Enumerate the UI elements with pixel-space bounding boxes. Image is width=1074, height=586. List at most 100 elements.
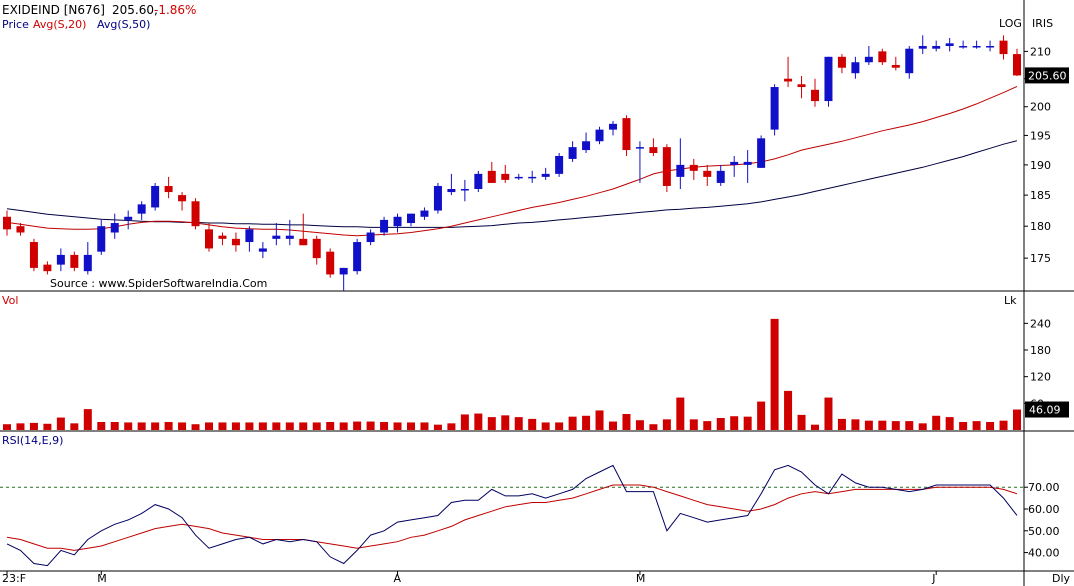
volume-bar <box>595 410 604 430</box>
axis-labels-layer: 175180185190195200205210205.606012018024… <box>2 45 1069 585</box>
candle <box>905 46 914 79</box>
avg50-layer <box>6 140 1018 228</box>
time-tick-label: M <box>636 572 646 585</box>
volume-bar <box>918 423 927 430</box>
candle-body <box>784 78 793 82</box>
candle-body <box>555 155 564 174</box>
price-tick-label: 175 <box>1030 252 1051 265</box>
candle-body <box>137 204 146 214</box>
candle <box>339 267 348 291</box>
candle-body <box>864 56 873 63</box>
candle-body <box>918 46 927 49</box>
volume-bar <box>622 414 631 430</box>
price-tick-label: 190 <box>1030 159 1051 172</box>
candle-body <box>245 229 254 243</box>
candle <box>959 40 968 49</box>
volume-bar <box>339 422 348 430</box>
candle-body <box>393 216 402 227</box>
volume-tick-label: 240 <box>1030 317 1051 330</box>
candle <box>29 238 38 272</box>
volume-bar <box>568 416 577 430</box>
volume-bar <box>474 413 483 430</box>
candle-body <box>312 238 321 259</box>
volume-bar <box>433 424 442 430</box>
candle-body <box>878 51 887 63</box>
candle <box>945 37 954 52</box>
candle-body <box>124 216 133 220</box>
candle-body <box>43 264 52 272</box>
candle-body <box>999 40 1008 55</box>
candle <box>70 251 79 272</box>
candle <box>891 56 900 71</box>
volume-bar <box>231 422 240 430</box>
candle <box>285 219 294 246</box>
candle-body <box>285 235 294 239</box>
volume-bar <box>70 423 79 430</box>
candle-body <box>487 170 496 183</box>
candle <box>474 170 483 193</box>
candle-body <box>110 223 119 233</box>
candle <box>460 179 469 202</box>
candle-body <box>757 138 766 168</box>
candle <box>97 219 106 255</box>
volume-bar <box>353 421 362 430</box>
candle <box>1013 48 1021 76</box>
candle-body <box>178 195 187 202</box>
candle-body <box>97 226 106 252</box>
price-tick-label: 185 <box>1030 189 1051 202</box>
volume-bar <box>770 318 779 430</box>
candle-body <box>662 147 671 186</box>
candle-body <box>258 248 267 252</box>
candle <box>541 167 550 180</box>
volume-bar <box>487 417 496 430</box>
volume-bar <box>905 421 914 430</box>
volume-bar <box>124 422 133 430</box>
price-tick-label: 195 <box>1030 129 1051 142</box>
candle <box>770 84 779 136</box>
volume-bar <box>689 419 698 430</box>
volume-bar <box>662 419 671 430</box>
symbol-label: EXIDEIND [N676] <box>2 3 105 17</box>
candle-body <box>83 254 92 272</box>
candle-body <box>272 235 281 239</box>
volume-bar <box>272 422 281 430</box>
candle <box>676 138 685 190</box>
candle-body <box>447 189 456 193</box>
candle-body <box>837 56 846 68</box>
volume-unit-label: Lk <box>1004 294 1017 307</box>
candle-body <box>703 170 712 177</box>
candle <box>703 164 712 186</box>
volume-bar <box>312 422 321 430</box>
candle-body <box>29 242 38 268</box>
volume-bar <box>555 422 564 430</box>
volume-bar <box>191 424 200 430</box>
candle-body <box>730 161 739 165</box>
candle <box>918 35 927 55</box>
candle-body <box>231 238 240 246</box>
avg20-line <box>6 86 1018 237</box>
volume-bar <box>716 418 725 430</box>
candle-body <box>891 64 900 68</box>
candle <box>932 40 941 52</box>
volume-bar <box>649 424 658 430</box>
candle-body <box>407 213 415 224</box>
candle <box>743 150 752 183</box>
candle <box>191 198 200 230</box>
volume-bar <box>137 422 146 430</box>
candle-body <box>851 62 860 74</box>
volume-bar <box>514 417 523 430</box>
candle <box>824 56 833 107</box>
candle-body <box>528 176 537 179</box>
candle <box>393 213 402 233</box>
volume-bar <box>609 421 617 430</box>
volume-bar <box>972 421 981 430</box>
volume-tick-label: 180 <box>1030 344 1051 357</box>
candle-body <box>595 129 604 142</box>
volume-bar <box>29 422 38 430</box>
candle-body <box>824 56 833 102</box>
candle <box>568 141 577 162</box>
time-tick-label: 23:F <box>2 572 26 585</box>
volume-bar <box>784 390 793 430</box>
candle <box>43 261 52 275</box>
volume-bar <box>178 422 187 430</box>
